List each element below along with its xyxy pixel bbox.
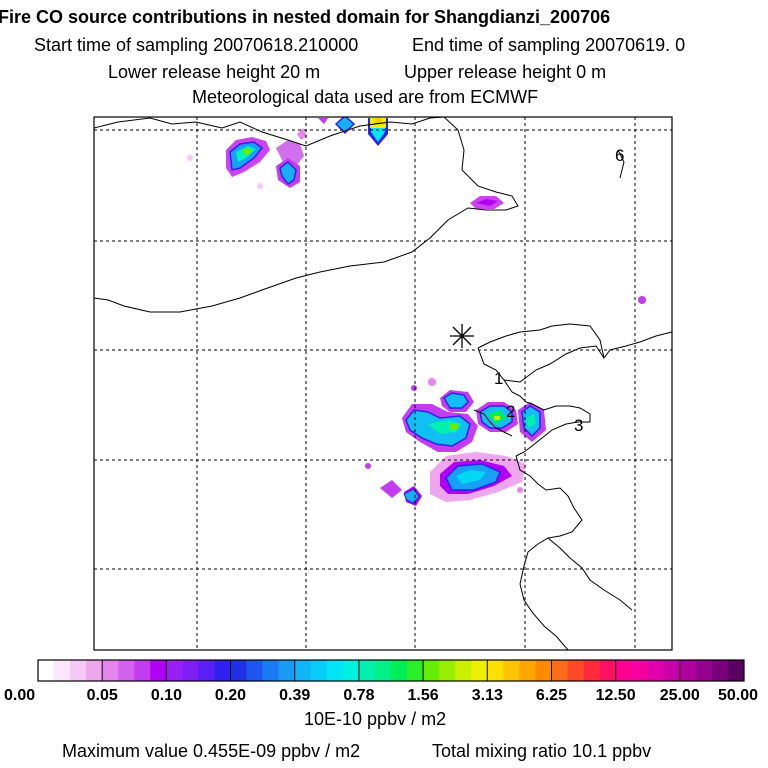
colorbar-tick-label: 0.10 xyxy=(151,687,182,704)
colorbar-cell xyxy=(86,660,103,681)
colorbar-cell xyxy=(535,660,552,681)
colorbar-cell xyxy=(599,660,616,681)
colorbar-cell xyxy=(439,660,456,681)
colorbar-tick-label: 1.56 xyxy=(408,687,439,704)
colorbar-cell xyxy=(711,660,729,681)
colorbar-cell xyxy=(503,660,520,681)
colorbar-cell xyxy=(519,660,536,681)
colorbar-cell xyxy=(150,660,167,681)
colorbar-tick-label: 12.50 xyxy=(596,687,636,704)
colorbar-cell xyxy=(70,660,87,681)
region-label-2: 2 xyxy=(506,402,515,421)
lower-release-height: Lower release height 20 m xyxy=(108,62,321,82)
map-area xyxy=(94,117,672,650)
region-label-6: 6 xyxy=(615,146,624,165)
colorbar-cell xyxy=(374,660,392,681)
colorbar-cell xyxy=(310,660,328,681)
region-label-3: 3 xyxy=(574,416,583,435)
start-time-label: Start time of sampling 20070618.210000 xyxy=(34,35,359,55)
plume-north-4 xyxy=(297,117,356,140)
colorbar-cell xyxy=(230,660,247,681)
receptor-asterisk xyxy=(450,324,474,348)
plume-central-3 xyxy=(518,402,546,442)
colorbar-cell xyxy=(262,660,279,681)
colorbar-cell xyxy=(326,660,344,681)
plume-coast-1 xyxy=(187,155,646,304)
colorbar-tick-label: 0.00 xyxy=(4,687,35,704)
colorbar-cell xyxy=(647,660,665,681)
colorbar-tick-label: 0.20 xyxy=(215,687,246,704)
colorbar-tick-label: 0.05 xyxy=(87,687,118,704)
region-label-1: 1 xyxy=(494,369,503,388)
colorbar-tick-label: 0.78 xyxy=(343,687,374,704)
colorbar-cell xyxy=(407,660,424,681)
colorbar-cell xyxy=(679,660,697,681)
colorbar-cell xyxy=(567,660,584,681)
map-frame xyxy=(93,116,673,651)
colorbar-cell xyxy=(278,660,296,681)
colorbar-frame xyxy=(37,659,745,682)
colorbar-cell xyxy=(615,660,632,681)
colorbar-cell xyxy=(423,660,440,681)
colorbar-tick-label: 50.00 xyxy=(718,687,758,704)
grid-lines xyxy=(94,117,672,650)
plumes xyxy=(187,117,646,506)
colorbar-cell xyxy=(102,660,119,681)
end-time-label: End time of sampling 20070619. 0 xyxy=(412,35,686,55)
colorbar-cell xyxy=(118,660,135,681)
colorbar-cell xyxy=(471,660,488,681)
plume-north-2 xyxy=(276,140,304,188)
colorbar-tick-label: 6.25 xyxy=(536,687,567,704)
colorbar-cell xyxy=(246,660,263,681)
plume-central-4 xyxy=(411,378,495,445)
colorbar-labels: 0.00 0.05 0.10 0.20 0.39 0.78 1.56 3.13 6.25 12.5… xyxy=(4,687,758,704)
plume-central-2 xyxy=(476,402,518,432)
colorbar-unit: 10E-10 ppbv / m2 xyxy=(304,709,447,729)
colorbar-cell xyxy=(663,660,681,681)
colorbar-cell xyxy=(182,660,199,681)
colorbar-cell xyxy=(358,660,376,681)
footer-total-mixing: Total mixing ratio 10.1 ppbv xyxy=(432,741,652,761)
colorbar-cell xyxy=(214,660,231,681)
colorbar-cell xyxy=(391,660,408,681)
colorbar-cell xyxy=(294,660,312,681)
chart-title: Fire CO source contributions in nested d… xyxy=(0,7,611,27)
colorbar-cell xyxy=(551,660,568,681)
colorbar-cell xyxy=(727,660,745,681)
footer-max-value: Maximum value 0.455E-09 ppbv / m2 xyxy=(62,741,361,761)
colorbar-cell xyxy=(342,660,360,681)
colorbar-cell xyxy=(134,660,151,681)
colorbar-tick-label: 25.00 xyxy=(660,687,700,704)
colorbar-cell xyxy=(166,660,183,681)
colorbar-cell xyxy=(198,660,215,681)
colorbar-cell xyxy=(487,660,504,681)
upper-release-height: Upper release height 0 m xyxy=(404,62,607,82)
coastline xyxy=(94,117,672,650)
colorbar-cell xyxy=(54,660,71,681)
met-data-label: Meteorological data used are from ECMWF xyxy=(192,87,539,107)
plume-central-1 xyxy=(402,404,478,452)
colorbar-cell xyxy=(38,660,55,681)
colorbar-cell xyxy=(455,660,472,681)
colorbar-tick-label: 3.13 xyxy=(472,687,503,704)
colorbar xyxy=(37,659,745,682)
colorbar-tick-label: 0.39 xyxy=(279,687,310,704)
colorbar-cell xyxy=(695,660,713,681)
colorbar-cell xyxy=(631,660,649,681)
plume-south-1 xyxy=(365,452,526,506)
colorbar-cell xyxy=(583,660,600,681)
plume-north-1 xyxy=(226,137,270,177)
